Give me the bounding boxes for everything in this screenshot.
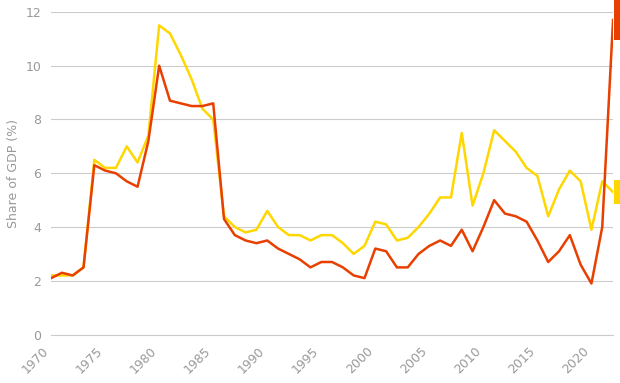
Y-axis label: Share of GDP (%): Share of GDP (%): [7, 119, 20, 228]
Text: U.S. 5.3%: U.S. 5.3%: [619, 185, 620, 199]
Text: EU
11.7%: EU 11.7%: [619, 5, 620, 35]
